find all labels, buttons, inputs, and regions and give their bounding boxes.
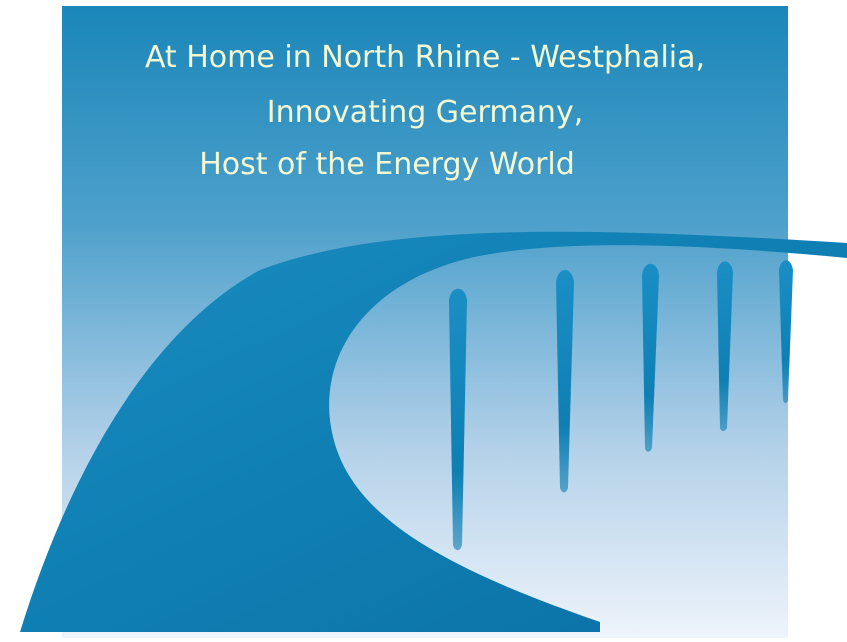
drop-3 [642, 263, 659, 452]
drop-4 [717, 261, 733, 431]
wave-arc [20, 231, 847, 632]
tagline-line-3: Host of the Energy World [199, 147, 575, 182]
drop-5 [779, 260, 793, 403]
tagline-line-1: At Home in North Rhine - Westphalia, [144, 40, 706, 75]
drop-1 [449, 288, 467, 551]
drop-2 [556, 270, 574, 493]
tagline-line-2: Innovating Germany, [266, 95, 584, 130]
